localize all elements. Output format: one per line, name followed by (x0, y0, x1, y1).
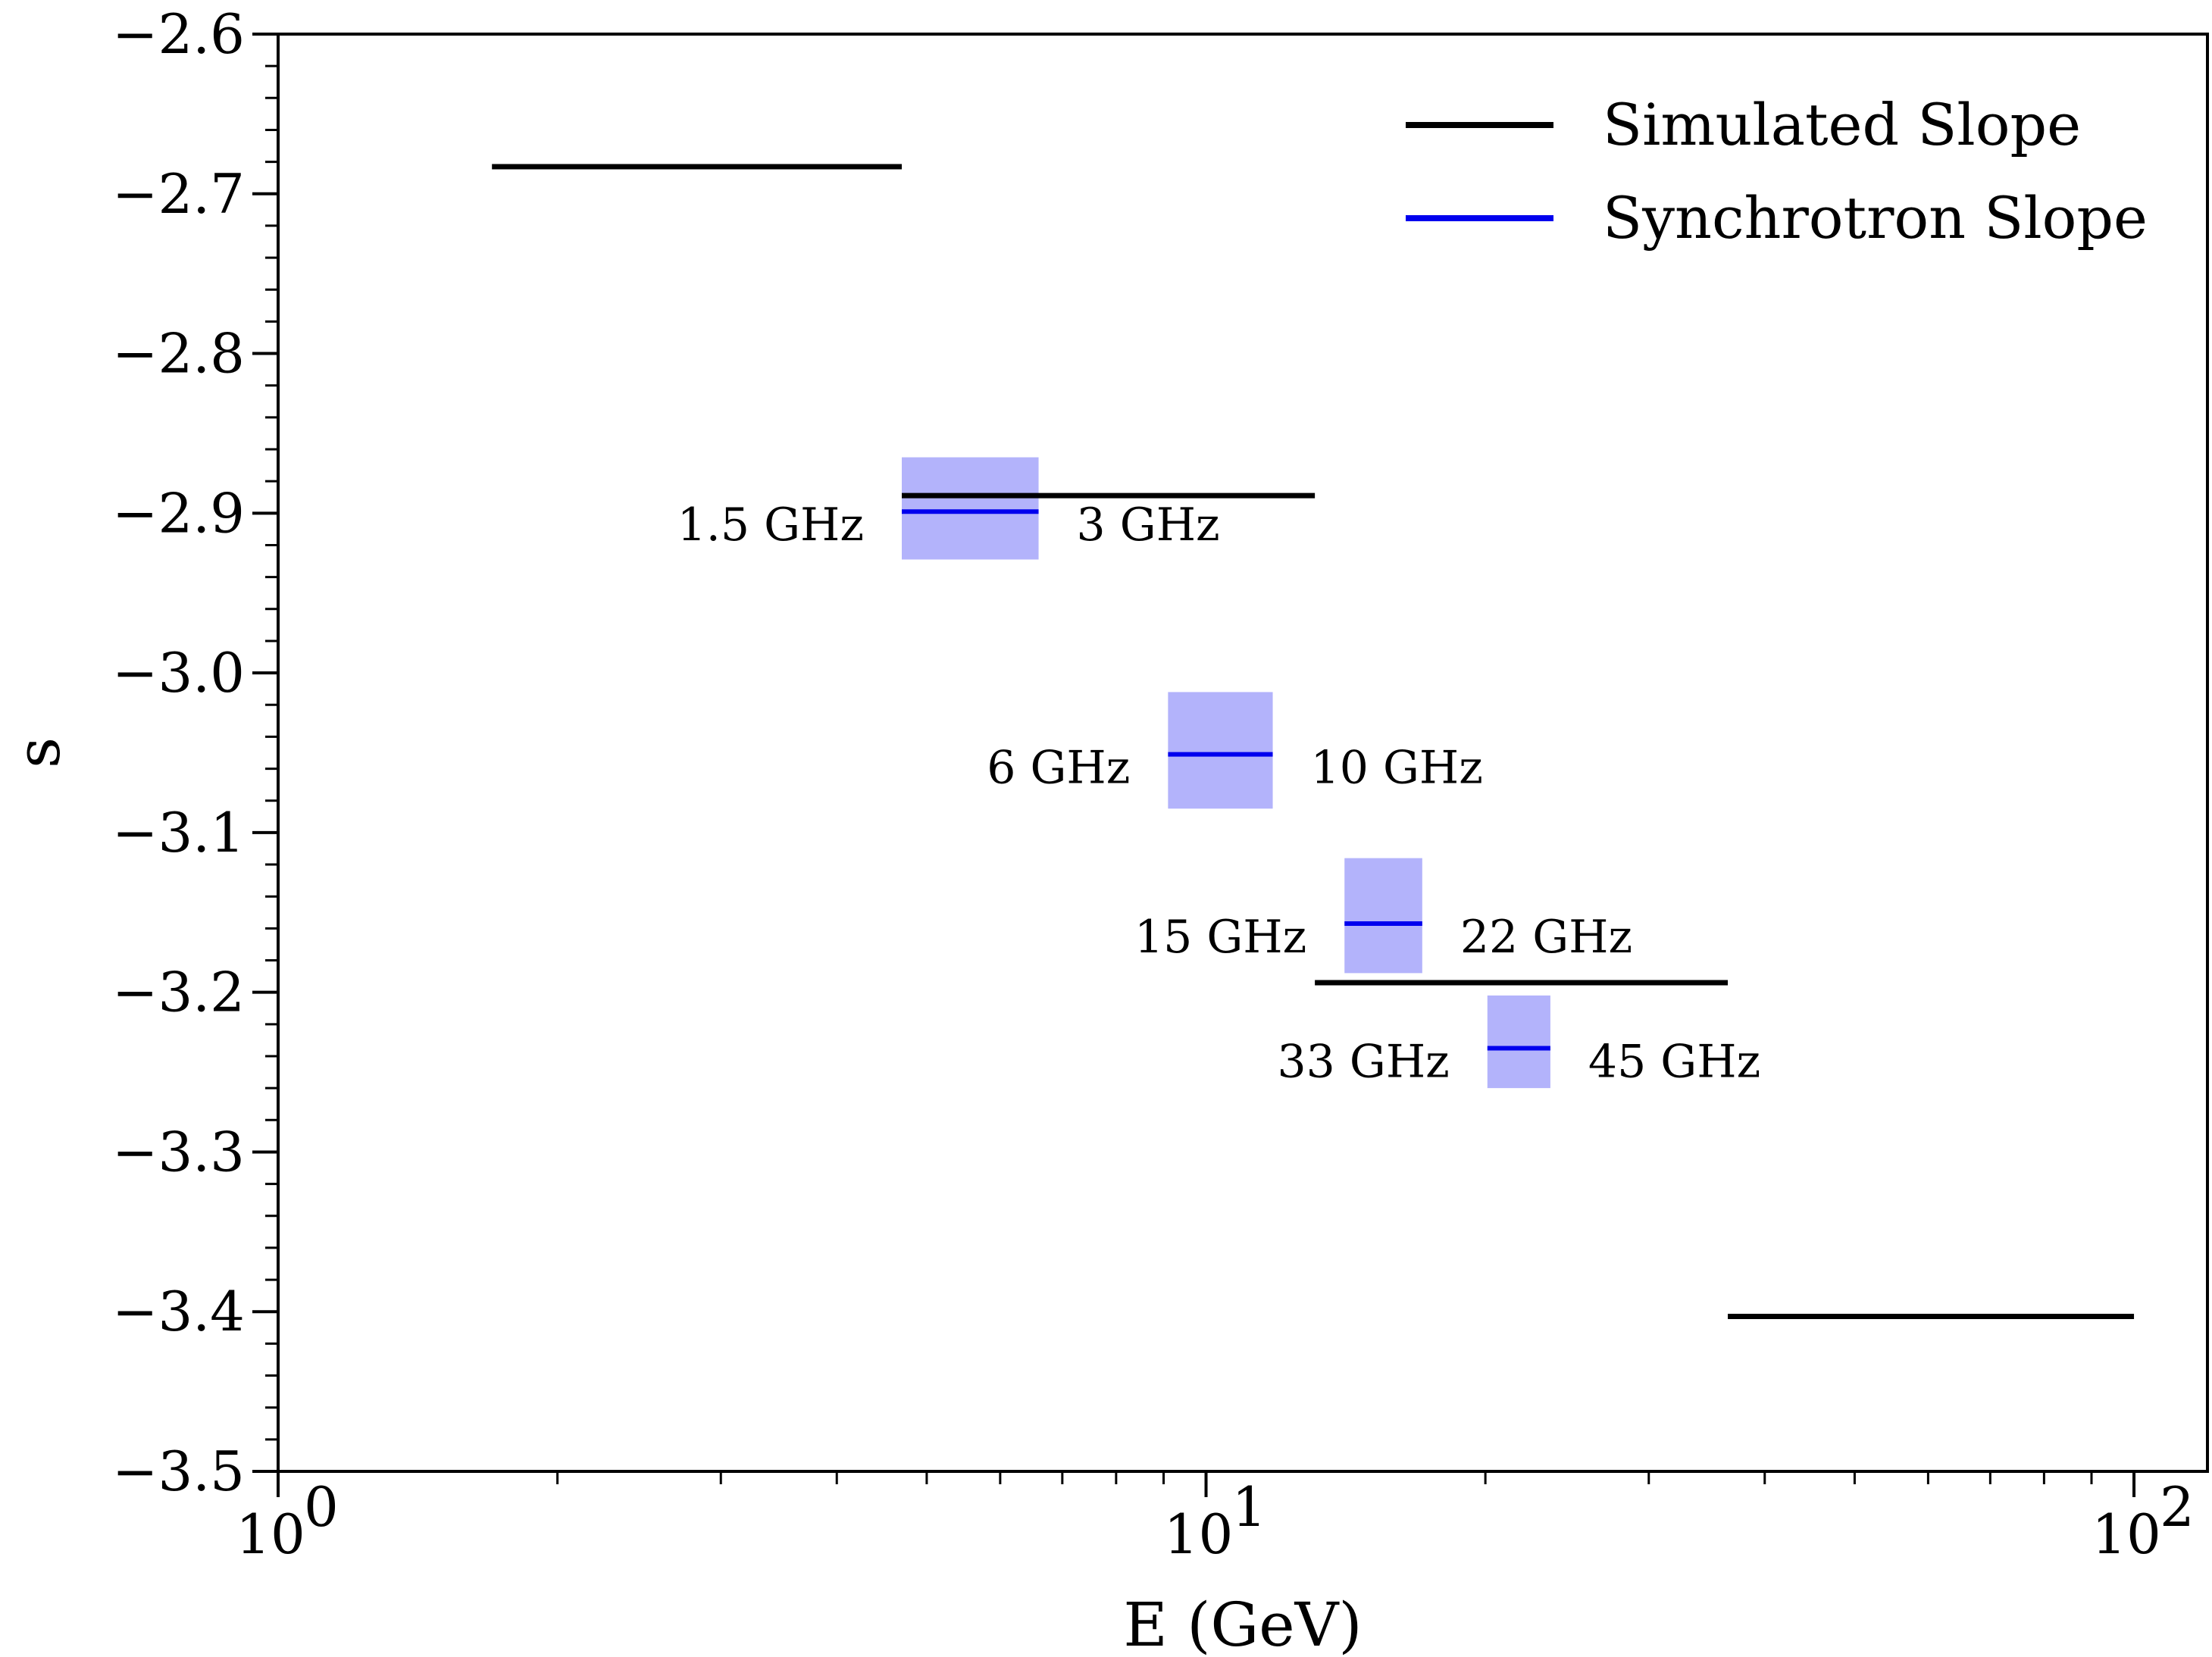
y-tick-label-6: −3.2 (112, 961, 245, 1024)
synchrotron-band-2 (1344, 858, 1422, 974)
frequency-label-right-2: 22 GHz (1460, 911, 1632, 964)
frequency-label-left-0: 1.5 GHz (677, 499, 864, 552)
x-tick-label-0: 10 (236, 1502, 305, 1566)
frequency-label-right-0: 3 GHz (1077, 499, 1220, 552)
plot-frame (277, 33, 2209, 1473)
y-tick-label-8: −3.4 (112, 1280, 245, 1343)
uncertainty-bands (901, 457, 1550, 1089)
legend-label-1: Synchrotron Slope (1603, 184, 2148, 252)
y-axis-label: s (3, 737, 74, 768)
y-tick-label-1: −2.7 (112, 162, 245, 226)
legend-label-0: Simulated Slope (1603, 91, 2081, 158)
x-axis-label: E (GeV) (1123, 1590, 1362, 1657)
y-tick-label-9: −3.5 (112, 1440, 245, 1503)
frequency-label-right-1: 10 GHz (1311, 742, 1483, 795)
synchrotron-band-1 (1168, 692, 1273, 809)
frequency-label-left-2: 15 GHz (1134, 911, 1306, 964)
tick-labels: −2.6 −2.7 −2.8 −2.9 −3.0 −3.1 −3.2 −3.3 −3.4 −3.5… (112, 2, 2195, 1566)
frequency-labels: 1.5 GHz 3 GHz 6 GHz 10 GHz 15 GHz 22 GHz 33 GH… (677, 499, 1761, 1088)
y-tick-label-2: −2.8 (112, 322, 245, 386)
x-tick-label-2: 10 (2092, 1502, 2161, 1566)
y-tick-label-0: −2.6 (112, 2, 245, 66)
y-tick-label-5: −3.1 (112, 801, 245, 864)
y-tick-label-7: −3.3 (112, 1120, 245, 1183)
frequency-label-right-3: 45 GHz (1588, 1035, 1760, 1088)
axis-ticks (252, 33, 2136, 1497)
legend: Simulated Slope Synchrotron Slope (1406, 91, 2148, 252)
x-tick-exponent-2: 2 (2160, 1475, 2195, 1539)
frequency-label-left-3: 33 GHz (1277, 1035, 1449, 1088)
y-tick-label-3: −2.9 (112, 481, 245, 545)
x-tick-label-1: 10 (1164, 1502, 1234, 1566)
x-tick-exponent-1: 1 (1232, 1475, 1267, 1539)
slope-lines (492, 164, 2135, 1320)
x-tick-exponent-0: 0 (304, 1475, 339, 1539)
synchrotron-band-3 (1487, 995, 1550, 1089)
y-tick-label-4: −3.0 (112, 641, 245, 705)
frequency-label-left-1: 6 GHz (987, 742, 1130, 795)
synchrotron-band-0 (901, 457, 1039, 560)
